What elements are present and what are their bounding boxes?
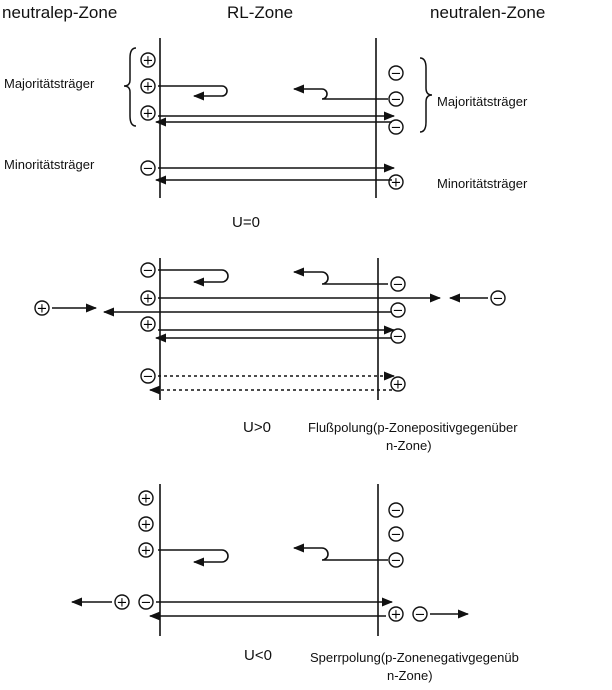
electron-circle (490, 290, 506, 306)
hole-circle (140, 105, 156, 121)
minus-sign: − (415, 608, 426, 623)
hole-circle (140, 290, 156, 306)
minus-sign: − (393, 304, 404, 319)
hole-diffusion-hook (158, 85, 228, 101)
electron-diffusion-hook-3 (292, 543, 388, 561)
plus-sign: + (143, 54, 154, 69)
hole-circle (114, 594, 130, 610)
plus-sign: + (117, 596, 128, 611)
electron-circle (140, 160, 156, 176)
hole-circle (138, 490, 154, 506)
electron-circle (390, 302, 406, 318)
rl-zone-title: RL-Zone (227, 3, 294, 22)
minus-sign: − (391, 121, 402, 136)
electron-circle (388, 119, 404, 135)
electron-circle (390, 276, 406, 292)
plus-sign: + (143, 318, 154, 333)
reverse-bias-description-line2: n-Zone) (387, 668, 433, 683)
hole-diffusion-hook-3 (158, 549, 229, 567)
plus-sign: + (141, 544, 152, 559)
left-brace (123, 47, 137, 127)
hole-circle (138, 542, 154, 558)
right-brace (419, 57, 433, 133)
plus-sign: + (143, 80, 154, 95)
reverse-bias-description: Sperrpolung(p-Zonenegativgegenüb (310, 650, 519, 665)
hole-circle (388, 174, 404, 190)
hole-circle (138, 516, 154, 532)
electron-circle (140, 262, 156, 278)
electron-circle (388, 502, 404, 518)
minus-sign: − (391, 554, 402, 569)
right-majority-label: Majoritätsträger (437, 94, 528, 109)
hole-circle (34, 300, 50, 316)
minus-sign: − (391, 504, 402, 519)
left-minority-label: Minoritätsträger (4, 157, 95, 172)
left-majority-label: Majoritätsträger (4, 76, 95, 91)
voltage-forward-label: U>0 (243, 419, 271, 436)
minus-sign: − (143, 162, 154, 177)
hole-circle (140, 52, 156, 68)
plus-sign: + (393, 378, 404, 393)
minus-sign: − (391, 93, 402, 108)
plus-sign: + (143, 107, 154, 122)
plus-sign: + (391, 176, 402, 191)
minus-sign: − (391, 528, 402, 543)
forward-bias-description: Flußpolung(p-Zonepositivgegenüber (308, 420, 518, 435)
hole-circle (388, 606, 404, 622)
minus-sign: − (141, 596, 152, 611)
electron-circle (388, 552, 404, 568)
minus-sign: − (393, 330, 404, 345)
voltage-zero-label: U=0 (232, 214, 260, 231)
n-zone-title: neutralen-Zone (430, 3, 546, 22)
minus-sign: − (391, 67, 402, 82)
minus-sign: − (143, 264, 154, 279)
minus-sign: − (143, 370, 154, 385)
hole-circle (140, 78, 156, 94)
electron-circle (138, 594, 154, 610)
plus-sign: + (141, 518, 152, 533)
hole-circle (390, 376, 406, 392)
electron-circle (388, 526, 404, 542)
plus-sign: + (37, 302, 48, 317)
hole-circle (140, 316, 156, 332)
electron-circle (412, 606, 428, 622)
p-zone-title: neutralep-Zone (2, 3, 118, 22)
electron-circle (140, 368, 156, 384)
electron-circle (388, 91, 404, 107)
forward-bias-description-line2: n-Zone) (386, 438, 432, 453)
electron-diffusion-hook (292, 84, 388, 100)
electron-circle (388, 65, 404, 81)
minus-sign: − (393, 278, 404, 293)
plus-sign: + (141, 492, 152, 507)
hole-diffusion-hook-2 (158, 269, 229, 287)
right-minority-label: Minoritätsträger (437, 176, 528, 191)
minus-sign: − (493, 292, 504, 307)
plus-sign: + (143, 292, 154, 307)
plus-sign: + (391, 608, 402, 623)
voltage-reverse-label: U<0 (244, 647, 272, 664)
electron-diffusion-hook-2 (292, 267, 388, 285)
